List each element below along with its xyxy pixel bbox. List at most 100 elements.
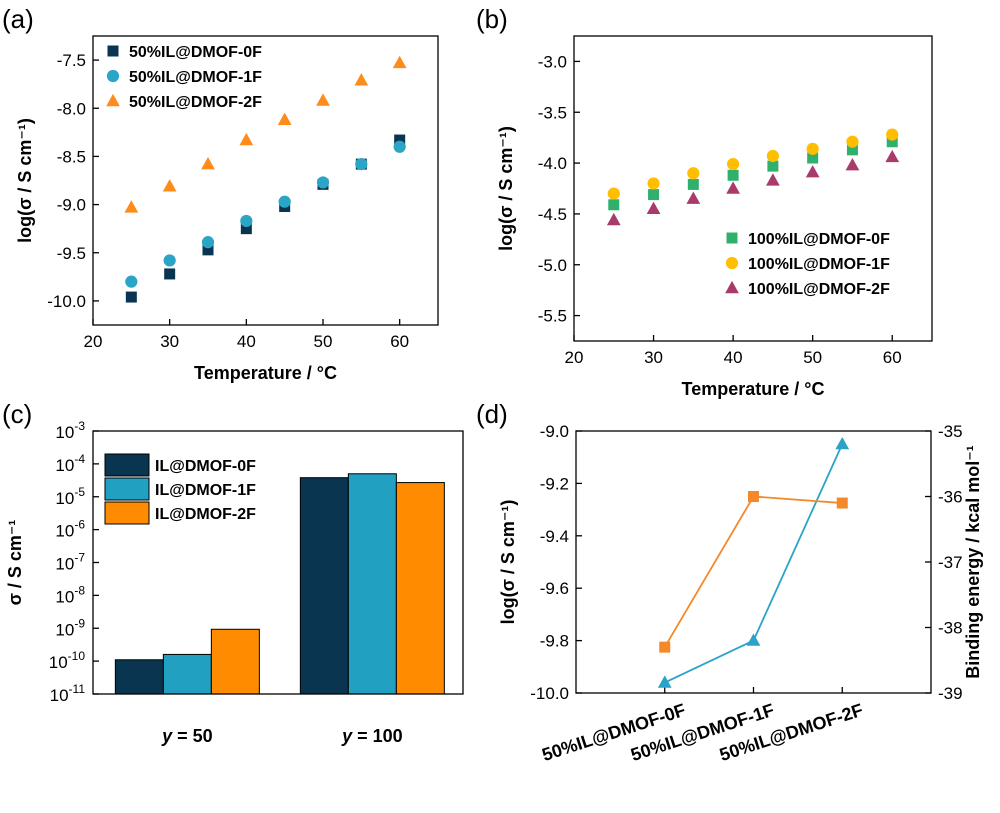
d-y2-tick-label: -38 bbox=[938, 619, 963, 638]
b-series2-point bbox=[726, 181, 740, 194]
d-plot-frame bbox=[575, 430, 932, 694]
d-series0-line bbox=[664, 443, 844, 684]
d-series1-line bbox=[663, 495, 843, 648]
panel-d-chart: (d) -10.0 -9.8 -9.6 -9.4 -9.2 -9.0 -39 -38 -37 -3… bbox=[476, 399, 983, 765]
a-x-tick-label: 50 bbox=[314, 332, 333, 351]
a-x-tick-label: 20 bbox=[84, 332, 103, 351]
b-series0-point bbox=[648, 189, 660, 201]
a-series2-point bbox=[239, 132, 254, 146]
b-x-tick-label: 40 bbox=[724, 348, 743, 367]
d-series1-point bbox=[659, 641, 671, 653]
d-y-tick-label: -9.4 bbox=[540, 527, 569, 546]
b-series0-point bbox=[767, 160, 779, 172]
a-series1-point bbox=[393, 140, 406, 153]
d-series0-point bbox=[835, 436, 850, 450]
d-y-tick-label: -9.6 bbox=[540, 579, 569, 598]
c-y-tick-label: 10-3 bbox=[55, 419, 85, 442]
d-y2-tick-label: -35 bbox=[938, 422, 963, 441]
c-bar-1-0 bbox=[162, 653, 212, 695]
panel-c-chart: (c) 10-11 10-10 10-9 10-8 10-7 10-6 10-5 10-4 10… bbox=[2, 399, 464, 746]
b-legend-marker-0 bbox=[726, 232, 738, 244]
a-series2-point bbox=[201, 156, 215, 170]
a-series0-point bbox=[164, 268, 176, 280]
a-legend-label-1: 50%IL@DMOF-1F bbox=[129, 69, 262, 86]
a-y-tick-label: -9.0 bbox=[57, 196, 86, 215]
a-legend-label-2: 50%IL@DMOF-2F bbox=[129, 94, 262, 111]
a-legend-label-0: 50%IL@DMOF-0F bbox=[129, 44, 262, 61]
d-y2-tick-label: -39 bbox=[938, 684, 963, 703]
b-y-tick-label: -3.0 bbox=[538, 52, 567, 71]
b-legend-label-2: 100%IL@DMOF-2F bbox=[748, 281, 890, 298]
b-x-tick-label: 60 bbox=[883, 348, 902, 367]
b-series0-point bbox=[727, 169, 739, 181]
b-x-axis-title: Temperature / °C bbox=[682, 379, 825, 399]
b-x-tick-label: 20 bbox=[565, 348, 584, 367]
d-y2-axis-title: Binding energy / kcal mol⁻¹ bbox=[963, 445, 983, 679]
panel-d-label: (d) bbox=[476, 399, 508, 429]
b-legend-label-0: 100%IL@DMOF-0F bbox=[748, 231, 890, 248]
a-legend-marker-1 bbox=[106, 69, 120, 83]
a-x-axis-title: Temperature / °C bbox=[194, 363, 337, 383]
b-series2-point bbox=[805, 165, 820, 178]
b-series2-point bbox=[845, 157, 860, 171]
a-y-tick-label: -7.5 bbox=[57, 51, 86, 70]
a-series0-point bbox=[125, 291, 137, 303]
b-y-tick-label: -3.5 bbox=[538, 103, 567, 122]
a-series0-point bbox=[240, 223, 252, 235]
b-series1-point bbox=[806, 142, 819, 155]
b-series1-point bbox=[647, 177, 660, 190]
b-series1-point bbox=[766, 149, 779, 163]
a-series0-point bbox=[202, 244, 214, 256]
a-x-tick-label: 30 bbox=[160, 332, 179, 351]
a-series1-point bbox=[125, 275, 138, 288]
d-y2-tick-label: -37 bbox=[938, 553, 963, 572]
a-series2-point bbox=[316, 93, 330, 106]
panel-a-chart: (a) 20 30 40 50 60 -10.0 -9.5 -9.0 -8.5 -8.0 -7.5 T… bbox=[2, 4, 439, 383]
b-y-tick-label: -4.0 bbox=[538, 154, 567, 173]
b-legend-marker-2 bbox=[725, 280, 739, 294]
b-series1-point bbox=[607, 187, 620, 200]
d-series1-point bbox=[748, 491, 759, 502]
b-series2-point bbox=[885, 149, 900, 163]
c-y-tick-label: 10-10 bbox=[49, 649, 86, 672]
a-series1-point bbox=[278, 195, 291, 208]
a-series2-point bbox=[162, 179, 177, 192]
b-legend-marker-1 bbox=[725, 256, 739, 270]
b-series2-point bbox=[606, 212, 621, 226]
a-x-tick-label: 60 bbox=[390, 332, 409, 351]
a-series0-point bbox=[394, 134, 406, 146]
c-bar-0-1 bbox=[299, 477, 349, 695]
a-series1-point bbox=[316, 176, 330, 189]
c-y-tick-label: 10-7 bbox=[55, 551, 85, 574]
d-y-tick-label: -9.2 bbox=[540, 474, 569, 493]
c-legend-label-2: IL@DMOF-2F bbox=[155, 506, 256, 523]
a-legend-marker-0 bbox=[107, 45, 119, 57]
a-y-tick-label: -8.0 bbox=[57, 99, 86, 118]
panel-b-label: (b) bbox=[476, 4, 508, 34]
c-y-tick-label: 10-11 bbox=[50, 682, 86, 705]
c-y-tick-label: 10-8 bbox=[55, 583, 85, 606]
b-series2-point bbox=[766, 173, 780, 186]
b-x-tick-label: 50 bbox=[803, 348, 822, 367]
a-series1-point bbox=[201, 236, 215, 249]
c-category-label: y = 50 bbox=[161, 726, 213, 746]
a-series2-point bbox=[354, 73, 369, 86]
panel-c-label: (c) bbox=[2, 399, 32, 429]
b-x-tick-label: 30 bbox=[644, 348, 663, 367]
a-series2-point bbox=[392, 55, 407, 69]
a-legend-marker-2 bbox=[106, 93, 120, 107]
b-y-tick-label: -5.5 bbox=[538, 307, 567, 326]
a-y-tick-label: -8.5 bbox=[57, 147, 86, 166]
d-x-tick-label: 50%IL@DMOF-0F bbox=[540, 700, 688, 765]
b-series0-point bbox=[886, 136, 898, 148]
d-series1-point bbox=[836, 497, 848, 509]
c-category-label: y = 100 bbox=[341, 726, 403, 746]
b-series1-point bbox=[687, 167, 700, 180]
b-series1-point bbox=[846, 135, 859, 148]
d-y-tick-label: -9.0 bbox=[540, 422, 569, 441]
a-x-tick-label: 40 bbox=[237, 332, 256, 351]
a-series1-point bbox=[355, 158, 368, 171]
d-series0-point bbox=[746, 633, 761, 646]
b-series0-point bbox=[687, 178, 699, 190]
